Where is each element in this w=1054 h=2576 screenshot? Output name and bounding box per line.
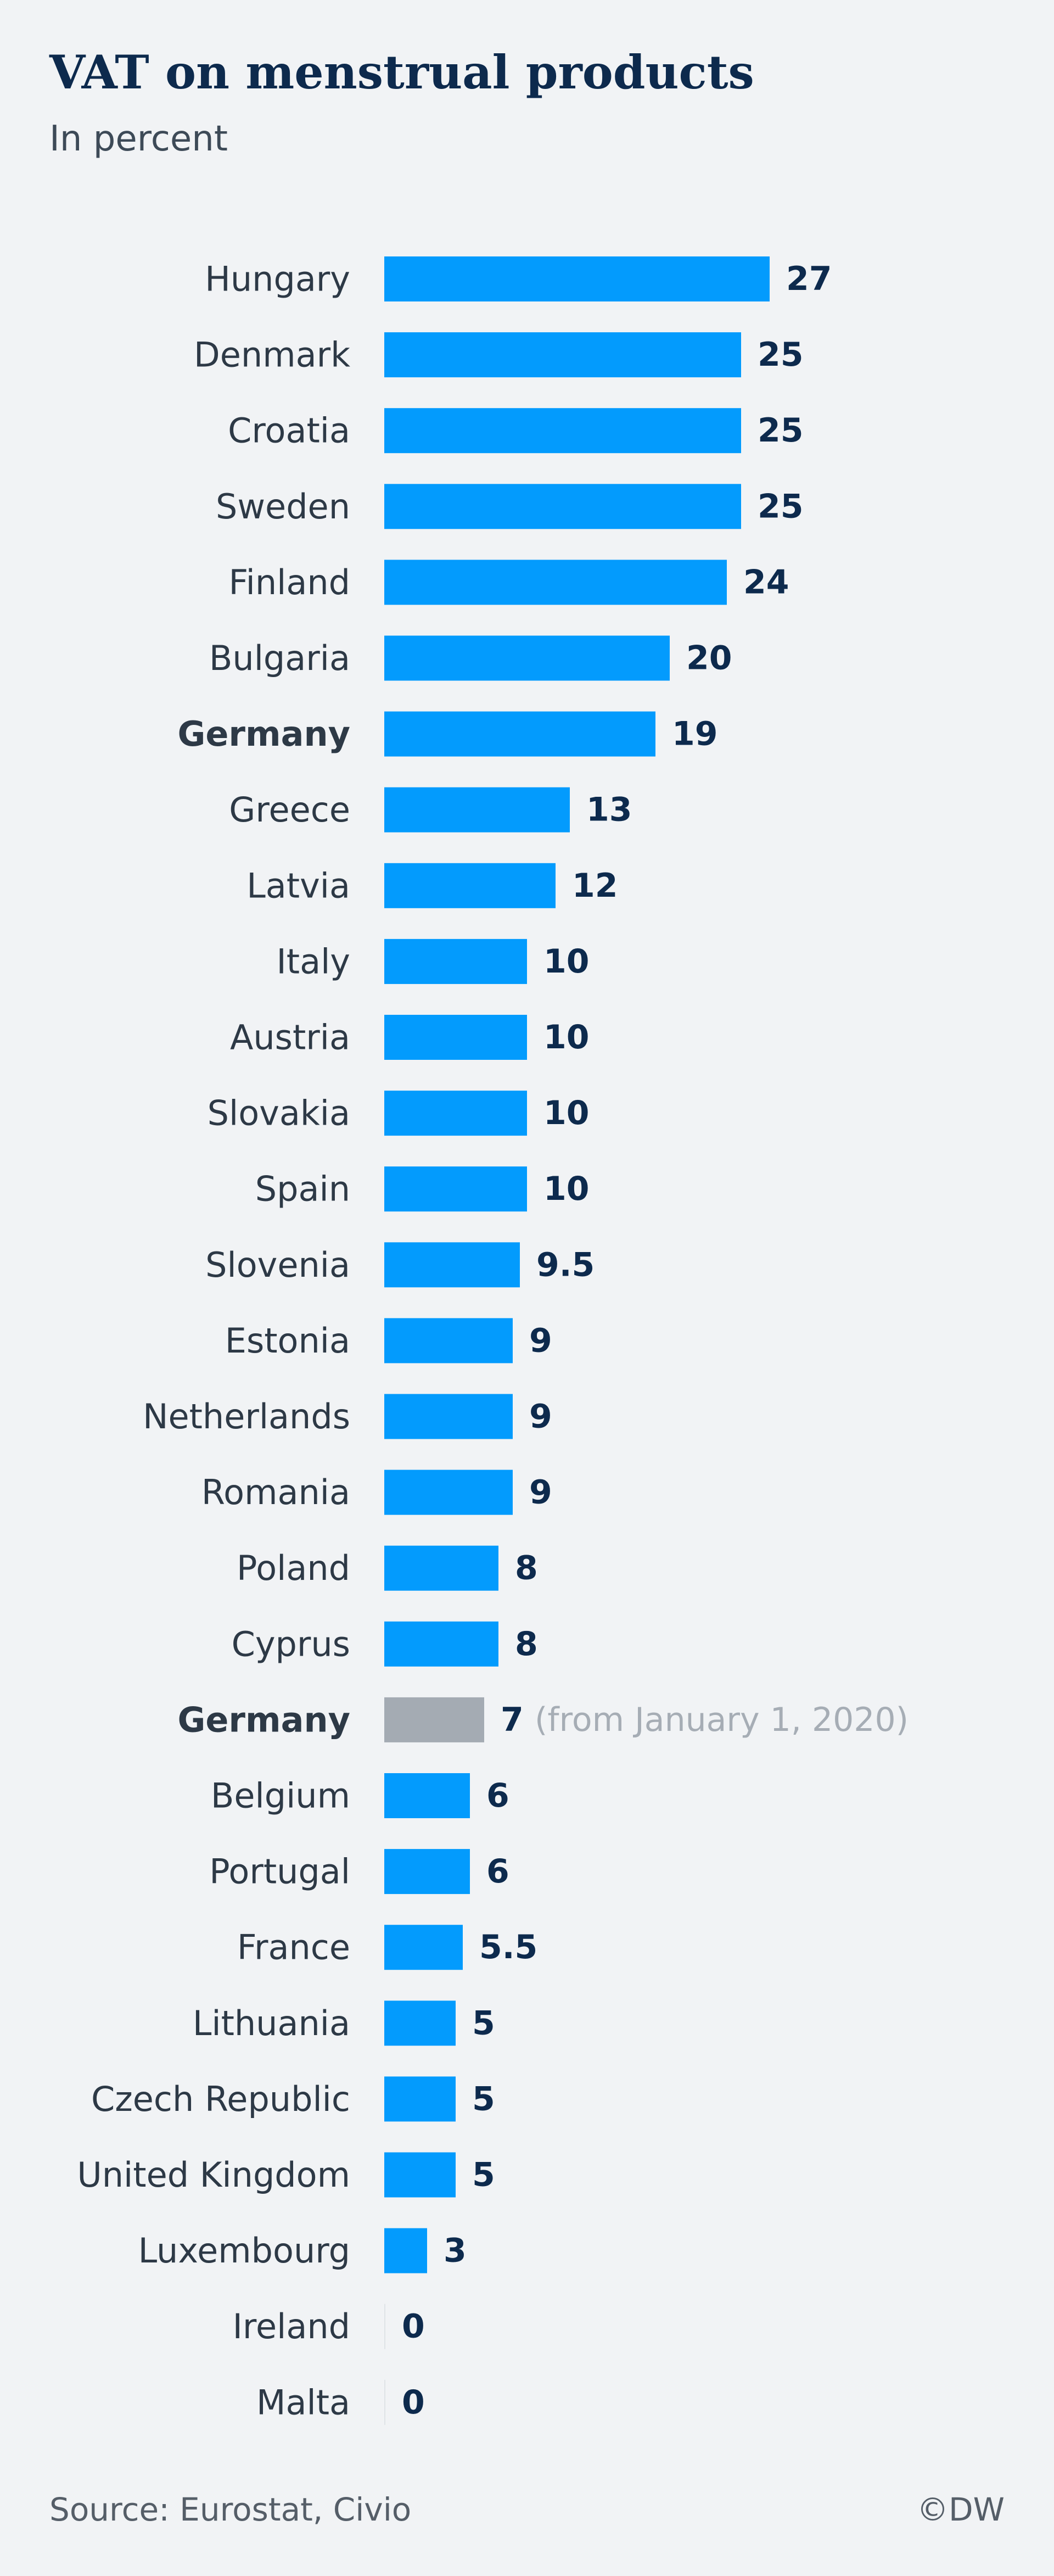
value-label: 19 — [672, 715, 718, 753]
category-label: United Kingdom — [77, 2155, 350, 2195]
value-label: 8 — [515, 1549, 538, 1588]
value-label: 5 — [472, 2080, 495, 2118]
bar — [384, 1545, 498, 1591]
bars-group: Hungary 27 Denmark 25 Croatia 25 Sweden 25 Finla… — [77, 256, 909, 2425]
category-label: Spain — [255, 1169, 350, 1209]
bar — [384, 1849, 470, 1895]
category-label: Bulgaria — [209, 638, 350, 678]
bar — [384, 1925, 463, 1970]
value-label: 6 — [486, 1776, 509, 1815]
bar — [384, 2152, 456, 2198]
chart-title: VAT on menstrual products — [49, 45, 754, 99]
category-label: Croatia — [228, 411, 350, 451]
value-label: 27 — [786, 260, 832, 298]
value-label: 5 — [472, 2156, 495, 2194]
value-label: 9.5 — [536, 1245, 595, 1284]
bar — [384, 1318, 513, 1364]
value-label: 6 — [486, 1852, 509, 1891]
credit-logo: ©DW — [916, 2491, 1005, 2528]
bar — [384, 635, 670, 681]
category-label: Poland — [237, 1548, 350, 1588]
category-label: Italy — [276, 941, 350, 981]
bar — [384, 1091, 527, 1136]
value-label: 25 — [758, 487, 804, 526]
bar — [384, 560, 727, 605]
category-label: Estonia — [225, 1321, 350, 1361]
bar — [384, 2001, 456, 2046]
category-label: Luxembourg — [138, 2231, 350, 2271]
value-label: 8 — [515, 1625, 538, 1663]
category-label: Netherlands — [143, 1396, 350, 1437]
bar — [384, 256, 770, 301]
category-label: France — [237, 1927, 350, 1968]
category-label: Portugal — [209, 1852, 350, 1892]
value-label: 10 — [543, 942, 590, 981]
category-label: Slovakia — [208, 1093, 350, 1133]
bar — [384, 863, 556, 908]
category-label: Greece — [229, 790, 350, 830]
category-label: Slovenia — [205, 1245, 350, 1285]
bar — [384, 2228, 427, 2273]
bar — [384, 1621, 498, 1667]
source-note: Source: Eurostat, Civio — [49, 2491, 412, 2528]
bar — [384, 484, 741, 529]
value-label: 25 — [758, 411, 804, 450]
value-label: 10 — [543, 1018, 590, 1057]
bar — [384, 408, 741, 454]
value-label: 9 — [529, 1473, 552, 1512]
zero-baseline — [384, 2304, 385, 2349]
category-label: Germany — [177, 1700, 350, 1740]
value-label: 0 — [402, 2383, 425, 2422]
category-label: Romania — [201, 1472, 350, 1512]
category-label: Lithuania — [193, 2003, 350, 2043]
bar — [384, 332, 741, 378]
bar — [384, 1242, 520, 1288]
category-label: Ireland — [233, 2306, 350, 2346]
bar — [384, 1697, 484, 1742]
bar — [384, 1166, 527, 1212]
category-label: Belgium — [211, 1776, 350, 1816]
category-label: Latvia — [246, 865, 350, 906]
category-label: Czech Republic — [91, 2079, 350, 2119]
value-label: 20 — [686, 639, 732, 678]
bar — [384, 938, 527, 984]
annotation-note: (from January 1, 2020) — [535, 1701, 909, 1739]
bar — [384, 2076, 456, 2122]
value-label: 5.5 — [479, 1928, 537, 1966]
category-label: Hungary — [205, 259, 350, 299]
category-label: Sweden — [216, 487, 350, 527]
category-label: Finland — [228, 562, 350, 602]
category-label: Malta — [256, 2382, 350, 2422]
bar — [384, 711, 655, 757]
bar — [384, 787, 570, 832]
value-label: 0 — [402, 2307, 425, 2346]
value-label: 9 — [529, 1321, 552, 1360]
category-label: Germany — [177, 714, 350, 754]
category-label: Austria — [230, 1018, 350, 1058]
value-label: 5 — [472, 2004, 495, 2042]
bar — [384, 1773, 470, 1818]
value-label: 7 — [501, 1701, 524, 1739]
value-label: 3 — [444, 2232, 467, 2270]
category-label: Cyprus — [232, 1624, 350, 1664]
value-label: 9 — [529, 1398, 552, 1436]
category-label: Denmark — [194, 335, 350, 375]
chart-subtitle: In percent — [49, 119, 228, 159]
value-label: 25 — [758, 336, 804, 374]
value-label: 24 — [743, 563, 789, 601]
value-label: 12 — [572, 867, 618, 905]
value-label: 10 — [543, 1094, 590, 1132]
bar — [384, 1015, 527, 1060]
zero-baseline — [384, 2379, 385, 2425]
value-label: 10 — [543, 1170, 590, 1208]
bar — [384, 1394, 513, 1439]
value-label: 13 — [586, 791, 632, 829]
bar — [384, 1469, 513, 1515]
